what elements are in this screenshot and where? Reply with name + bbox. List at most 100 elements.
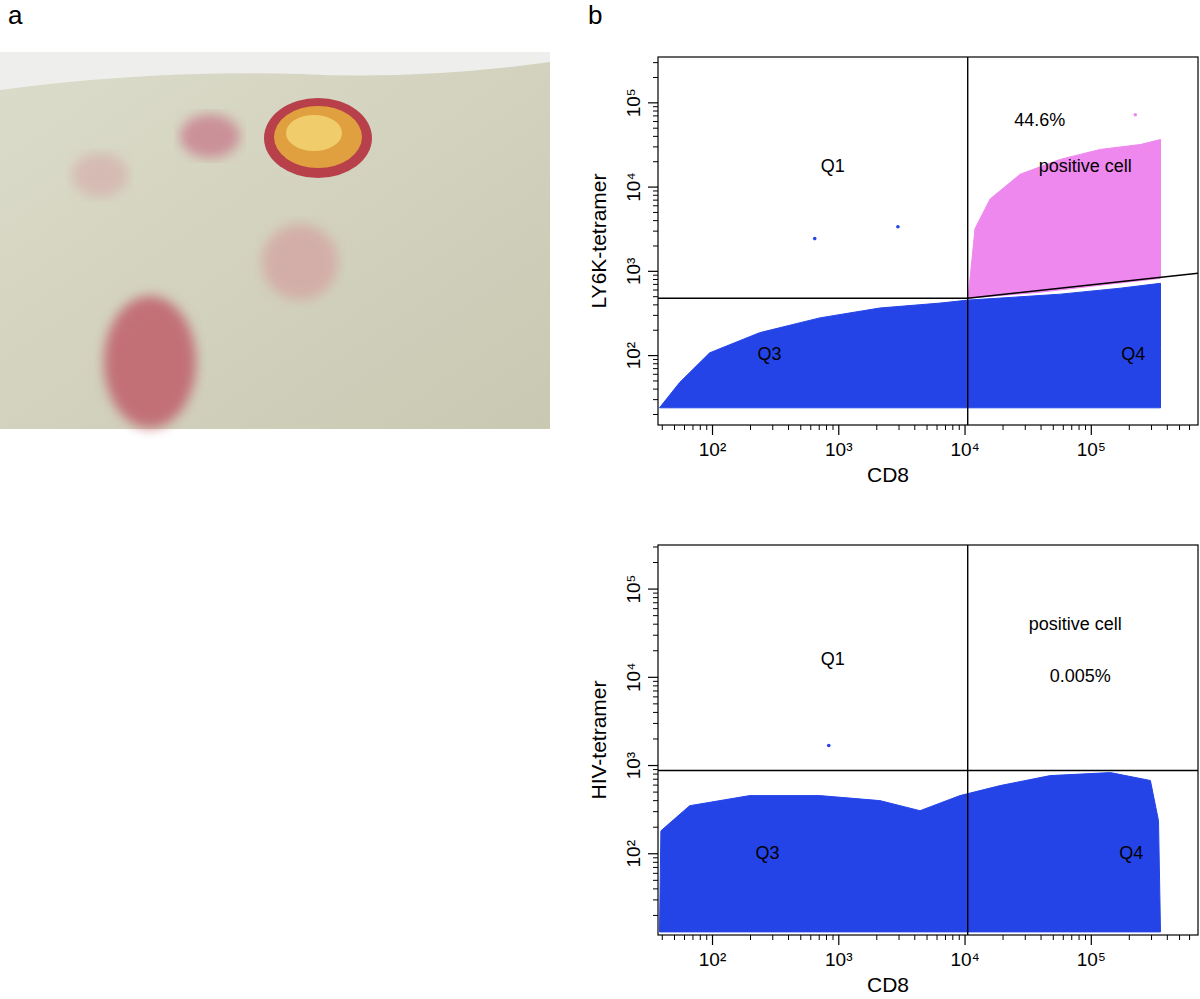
skin: [0, 52, 550, 429]
minor-tick: [653, 115, 658, 116]
data-layer: [658, 57, 1198, 425]
minor-tick: [819, 425, 820, 430]
y-tick-label: 10⁵: [623, 88, 644, 117]
y-tick-label: 10⁴: [623, 172, 644, 201]
event-point: [813, 237, 817, 241]
minor-tick: [653, 880, 658, 881]
annotation: Q3: [758, 344, 782, 364]
data-layer: [658, 545, 1198, 935]
minor-tick: [653, 231, 658, 232]
panel-label: a: [8, 0, 23, 30]
minor-tick: [937, 425, 938, 430]
minor-tick: [653, 615, 658, 616]
minor-tick: [653, 62, 658, 63]
gate-line: [968, 273, 1198, 298]
minor-tick: [653, 200, 658, 201]
minor-tick: [653, 275, 658, 276]
annotation: positive cell: [1039, 156, 1132, 176]
minor-tick: [1189, 935, 1190, 940]
minor-tick: [772, 425, 773, 430]
minor-tick: [1003, 425, 1004, 430]
minor-tick: [1085, 425, 1086, 430]
minor-tick: [653, 779, 658, 780]
minor-tick: [674, 935, 675, 940]
minor-tick: [653, 284, 658, 285]
minor-tick: [653, 279, 658, 280]
minor-tick: [653, 414, 658, 415]
x-tick-label: 10³: [825, 439, 852, 460]
minor-tick: [653, 597, 658, 598]
minor-tick: [653, 827, 658, 828]
minor-tick: [1167, 425, 1168, 430]
figure: ab10²10³10⁴10⁵10²10³10⁴10⁵CD8LY6K-tetram…: [0, 0, 1200, 999]
gate-line: [658, 297, 968, 298]
minor-tick: [653, 811, 658, 812]
minor-tick: [653, 136, 658, 137]
minor-tick: [653, 111, 658, 112]
minor-tick: [772, 935, 773, 940]
annotation: positive cell: [1029, 614, 1122, 634]
minor-tick: [653, 738, 658, 739]
minor-tick: [952, 425, 953, 430]
plot-frame: [658, 545, 1198, 935]
minor-tick: [653, 330, 658, 331]
minor-tick: [653, 374, 658, 375]
minor-tick: [1129, 425, 1130, 430]
lesion: [72, 153, 128, 197]
minor-tick: [653, 624, 658, 625]
minor-tick: [959, 935, 960, 940]
minor-tick: [653, 245, 658, 246]
x-tick-label: 10²: [699, 949, 726, 970]
minor-tick: [653, 290, 658, 291]
lesion: [262, 224, 338, 300]
minor-tick: [826, 425, 827, 430]
minor-tick: [692, 425, 693, 430]
minor-tick: [653, 899, 658, 900]
minor-tick: [1071, 425, 1072, 430]
minor-tick: [653, 857, 658, 858]
minor-tick: [653, 546, 658, 547]
minor-tick: [876, 425, 877, 430]
minor-tick: [700, 425, 701, 430]
minor-tick: [1041, 935, 1042, 940]
minor-tick: [750, 425, 751, 430]
minor-tick: [1041, 425, 1042, 430]
minor-tick: [937, 935, 938, 940]
minor-tick: [1053, 425, 1054, 430]
y-tick: [648, 271, 658, 272]
event-point: [896, 225, 900, 229]
lesion: [180, 114, 240, 158]
minor-tick: [927, 935, 928, 940]
minor-tick: [653, 304, 658, 305]
minor-tick: [899, 425, 900, 430]
y-tick: [648, 588, 658, 589]
minor-tick: [653, 800, 658, 801]
minor-tick: [653, 712, 658, 713]
annotation: Q4: [1121, 344, 1145, 364]
minor-tick: [653, 608, 658, 609]
minor-tick: [700, 935, 701, 940]
minor-tick: [653, 562, 658, 563]
y-tick: [648, 765, 658, 766]
minor-tick: [653, 785, 658, 786]
y-tick-label: 10⁵: [623, 575, 644, 604]
minor-tick: [653, 867, 658, 868]
y-tick: [648, 677, 658, 678]
minor-tick: [1151, 425, 1152, 430]
minor-tick: [1079, 935, 1080, 940]
x-tick-label: 10⁴: [950, 949, 979, 970]
minor-tick: [1025, 425, 1026, 430]
y-tick-label: 10²: [623, 342, 644, 369]
minor-tick: [914, 935, 915, 940]
minor-tick: [1063, 935, 1064, 940]
minor-tick: [1179, 425, 1180, 430]
minor-tick: [653, 685, 658, 686]
minor-tick: [653, 195, 658, 196]
minor-tick: [899, 935, 900, 940]
minor-tick: [914, 425, 915, 430]
minor-tick: [653, 635, 658, 636]
annotation: Q1: [821, 156, 845, 176]
minor-tick: [653, 296, 658, 297]
event-point: [827, 744, 831, 748]
minor-tick: [959, 425, 960, 430]
